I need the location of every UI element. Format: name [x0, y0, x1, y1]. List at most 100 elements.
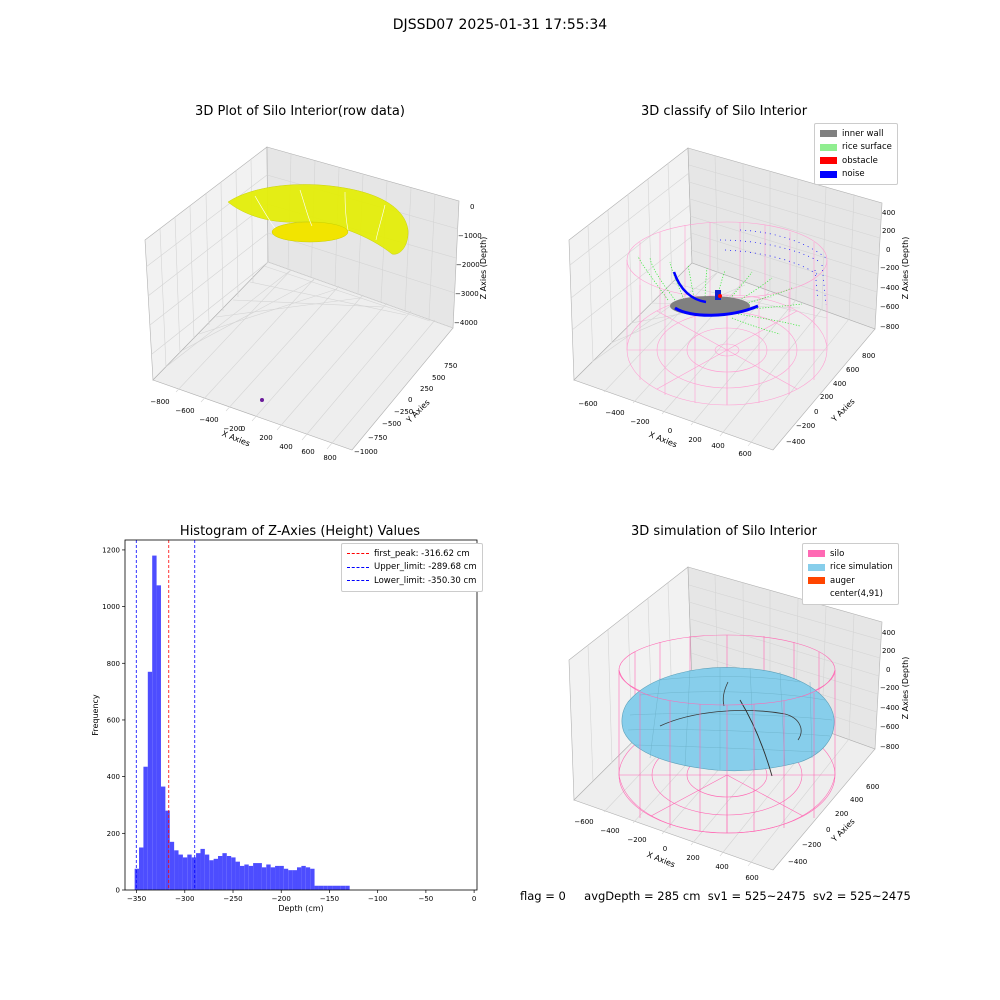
- p4-ztick: −600: [880, 723, 899, 731]
- p4-ztick: 200: [882, 647, 895, 655]
- histogram-bar: [165, 810, 170, 890]
- panel2-noise-cluster: [715, 290, 721, 300]
- p2-ztick: 200: [882, 227, 895, 235]
- histogram-bar: [292, 870, 297, 890]
- p1-xtick: −200: [223, 425, 242, 433]
- p4-ztick: −200: [880, 684, 899, 692]
- panel4-rice-surface: [621, 667, 835, 772]
- p1-xtick: 400: [279, 443, 292, 451]
- sv2-value: sv2 = 525~2475: [812, 889, 911, 903]
- legend-swatch-silo: [808, 550, 825, 558]
- histogram-bar: [275, 865, 280, 890]
- panel4-3d-simulation: −600 −400 −200 0 200 400 600 600 400 200…: [568, 566, 910, 880]
- p2-xlabel: X Axies: [648, 430, 679, 449]
- histogram-xlabel: Depth (cm): [278, 904, 323, 913]
- histogram-bar: [187, 854, 192, 890]
- sv1-value: sv1 = 525~2475: [707, 889, 806, 903]
- histogram-bar: [226, 855, 232, 890]
- p4-ytick: 400: [850, 796, 863, 804]
- histogram-bar: [191, 857, 197, 890]
- p4-xtick: −600: [574, 818, 593, 826]
- histogram-bar: [248, 865, 254, 890]
- legend-line-upper-limit: [347, 566, 369, 568]
- histogram-bar: [318, 885, 324, 890]
- histogram-bar: [196, 853, 201, 890]
- p2-ytick: −200: [796, 422, 815, 430]
- p1-xtick: −400: [199, 416, 218, 424]
- histogram-xtick-label: −100: [368, 895, 387, 903]
- panel2-noise-arm: [672, 271, 707, 304]
- panel2-ticks: −600 −400 −200 0 200 400 600 800 600 400…: [578, 209, 899, 458]
- legend-item-first-peak: first_peak: -316.62 cm: [347, 547, 477, 561]
- p2-ztick: 0: [886, 246, 890, 254]
- histogram-bar: [209, 860, 214, 890]
- histogram-bar: [178, 854, 183, 890]
- p4-ytick: −400: [788, 858, 807, 866]
- histogram-bar: [345, 885, 350, 890]
- histogram-bar: [182, 857, 188, 890]
- histogram-bar: [169, 841, 175, 890]
- panel1-3d-scatter: −800 −600 −400 −200 0 200 400 600 800 75…: [144, 146, 488, 462]
- histogram-xtick-label: −300: [175, 895, 194, 903]
- p4-xlabel: X Axies: [646, 850, 677, 869]
- histogram-bar: [222, 853, 227, 890]
- p1-xtick: 200: [259, 434, 272, 442]
- legend-item-lower-limit: Lower_limit: -350.30 cm: [347, 574, 477, 588]
- p1-xtick: 600: [301, 448, 314, 456]
- panel3-title: Histogram of Z-Axies (Height) Values: [179, 524, 421, 539]
- panel1-cloud-floor: [271, 221, 349, 243]
- p1-ytick: −1000: [354, 448, 378, 456]
- panel4-title: 3D simulation of Silo Interior: [631, 524, 817, 539]
- panel4-surface-grid: [627, 667, 833, 771]
- p2-ytick: 200: [820, 393, 833, 401]
- histogram-xtick-label: −250: [223, 895, 242, 903]
- histogram-bar: [147, 671, 153, 890]
- panel4-legend: silo rice simulation auger center(4,91): [802, 543, 899, 605]
- histogram-bar: [283, 868, 289, 890]
- p1-ztick: −2000: [456, 261, 480, 269]
- p2-ytick: 0: [814, 408, 818, 416]
- p1-ztick: −4000: [454, 319, 478, 327]
- histogram-bar: [279, 865, 284, 890]
- p1-xtick: −800: [150, 398, 169, 406]
- p2-ztick: 400: [882, 209, 895, 217]
- histogram-xtick-label: −50: [418, 895, 433, 903]
- legend-item-auger: auger: [808, 574, 893, 588]
- p4-ztick: −400: [880, 704, 899, 712]
- histogram-bar: [288, 870, 293, 890]
- p2-ytick: −400: [786, 438, 805, 446]
- p2-xtick: 0: [668, 427, 672, 435]
- panel1-axes-box: [144, 146, 460, 451]
- p1-ytick: −500: [382, 420, 401, 428]
- legend-swatch-center: [808, 591, 825, 598]
- avg-depth-value: avgDepth = 285 cm: [584, 889, 701, 903]
- histogram-xtick-label: −150: [320, 895, 339, 903]
- histogram-bar: [200, 848, 205, 890]
- legend-item-rice-surface: rice surface: [820, 141, 892, 155]
- panel1-cloud-fan: [227, 184, 409, 255]
- p4-ylabel: Y Axies: [829, 817, 857, 845]
- panel2-title: 3D classify of Silo Interior: [640, 104, 808, 119]
- p4-ytick: 600: [866, 783, 879, 791]
- histogram-bar: [244, 864, 249, 890]
- p2-ztick: −800: [880, 323, 899, 331]
- p2-ztick: −400: [880, 284, 899, 292]
- histogram-xticks: −350 −300 −250 −200 −150 −100 −50 0: [127, 890, 476, 903]
- histogram-xtick-label: 0: [472, 895, 476, 903]
- p4-xtick: 0: [663, 845, 667, 853]
- p4-ytick: 200: [835, 810, 848, 818]
- histogram-bar: [301, 865, 306, 890]
- p4-ytick: 0: [826, 826, 830, 834]
- histogram-frame: [124, 539, 478, 891]
- histogram-bar: [336, 885, 341, 890]
- p1-ztick: −1000: [458, 232, 482, 240]
- p2-ztick: −200: [880, 264, 899, 272]
- p2-xtick: 400: [711, 442, 724, 450]
- p2-ztick: −600: [880, 303, 899, 311]
- p2-xtick: −200: [630, 418, 649, 426]
- legend-item-inner-wall: inner wall: [820, 127, 892, 141]
- histogram-ylabel: Frequency: [91, 694, 100, 736]
- histogram-bars: [134, 555, 350, 890]
- panel2-3d-classify: −600 −400 −200 0 200 400 600 800 600 400…: [568, 147, 910, 458]
- panel1-outlier-point: [260, 398, 264, 402]
